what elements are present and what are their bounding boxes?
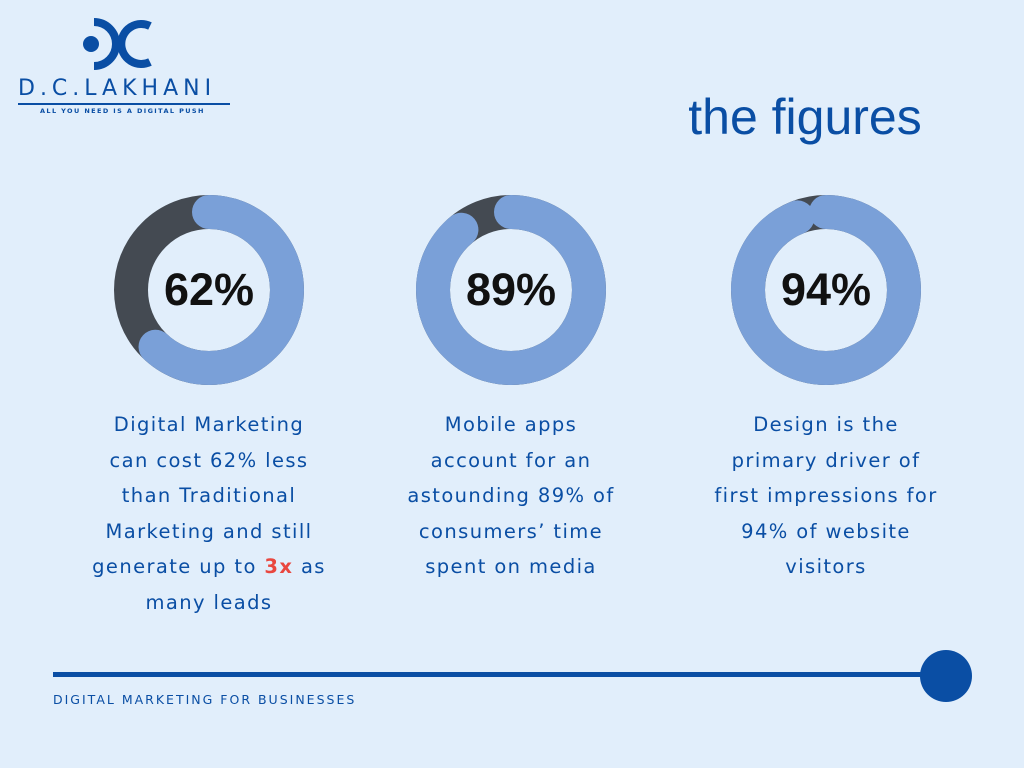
donut-arc xyxy=(416,195,606,385)
stat-description: Design is the primary driver of first im… xyxy=(691,407,961,585)
donut-ring xyxy=(731,195,921,385)
description-line: primary driver of xyxy=(731,448,921,472)
brand-tagline: ALL YOU NEED IS A DIGITAL PUSH xyxy=(40,107,205,115)
description-line: astounding 89% of xyxy=(407,484,615,507)
description-line: Digital Marketing xyxy=(113,413,305,436)
dc-logo-icon xyxy=(83,18,152,70)
stat-card: 62% Digital Marketing can cost 62% less … xyxy=(74,195,344,620)
description-line: account for an xyxy=(430,448,592,472)
donut-ring xyxy=(416,195,606,385)
description-line: first impressions for xyxy=(714,484,938,507)
description-line: consumers’ time xyxy=(418,519,604,543)
donut-chart: 62% xyxy=(114,195,304,385)
description-line: can cost 62% less xyxy=(109,448,309,472)
brand-name: D.C.LAKHANI xyxy=(18,76,230,105)
divider-dot xyxy=(920,650,972,702)
description-line: than Traditional xyxy=(121,484,297,507)
page-title: the figures xyxy=(688,89,922,145)
stat-card: 89% Mobile apps account for an astoundin… xyxy=(376,195,646,585)
description-line: 94% of website xyxy=(741,519,911,543)
description-line: visitors xyxy=(785,555,867,578)
donut-arc xyxy=(114,195,304,385)
percent-value: 94% xyxy=(780,264,872,315)
description-line: Marketing and still xyxy=(105,519,313,543)
stat-description: Mobile apps account for an astounding 89… xyxy=(376,407,646,585)
donut-chart: 89% xyxy=(416,195,606,385)
description-text: generate up to xyxy=(92,555,265,578)
percent-value: 62% xyxy=(163,264,255,315)
percent-value: 89% xyxy=(465,264,557,315)
description-line: spent on media xyxy=(425,555,597,578)
footer-text: DIGITAL MARKETING FOR BUSINESSES xyxy=(53,692,357,707)
brand-logo: D.C.LAKHANI ALL YOU NEED IS A DIGITAL PU… xyxy=(18,16,238,120)
description-text: as xyxy=(293,555,326,578)
divider-line xyxy=(53,672,943,677)
stat-description: Digital Marketing can cost 62% less than… xyxy=(74,407,344,620)
description-line: many leads xyxy=(145,590,273,614)
description-line: Design is the xyxy=(753,413,899,436)
donut-arc xyxy=(731,195,921,385)
donut-ring xyxy=(114,195,304,385)
description-line: generate up to 3x as xyxy=(74,549,344,585)
highlight-text: 3x xyxy=(264,555,294,578)
description-line: Mobile apps xyxy=(444,413,578,436)
stat-card: 94% Design is the primary driver of firs… xyxy=(691,195,961,585)
donut-chart: 94% xyxy=(731,195,921,385)
